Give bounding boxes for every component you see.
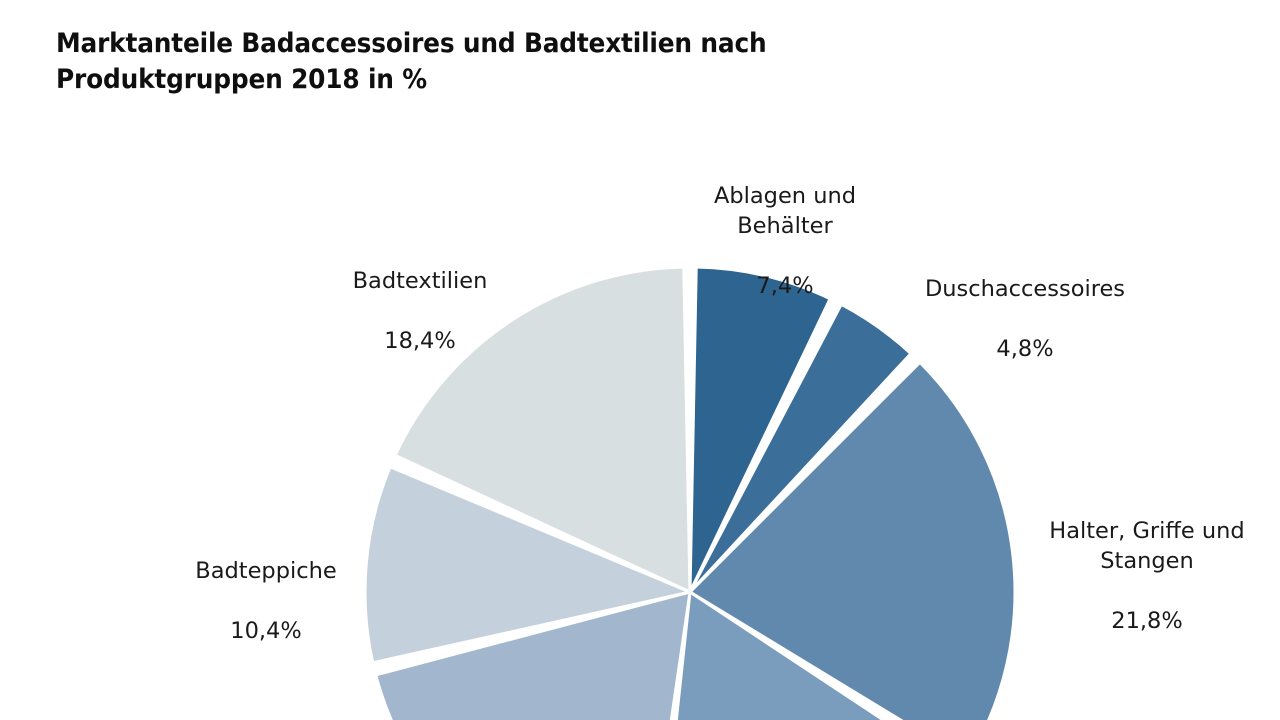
pie-slice-group [363, 265, 1017, 720]
pie-slice[interactable] [393, 265, 692, 594]
slice-label-duschaccessoires: Duschaccessoires 4,8% [880, 245, 1170, 395]
slice-label-name: Halter, Griffe und Stangen [1049, 517, 1245, 574]
slice-label-value: 21,8% [1111, 607, 1183, 634]
slice-label-name: Ablagen und Behälter [713, 182, 857, 239]
slice-label-name: Badteppiche [195, 557, 337, 584]
pie-slice[interactable] [688, 360, 1017, 720]
pie-slice[interactable] [374, 590, 692, 720]
slice-label-value: 10,4% [230, 617, 302, 644]
pie-slice[interactable] [688, 265, 832, 594]
pie-slice[interactable] [655, 590, 961, 720]
slice-label-badtextilien: Badtextilien 18,4% [306, 237, 534, 387]
slice-label-value: 18,4% [384, 327, 456, 354]
slice-label-name: Badtextilien [352, 267, 488, 294]
slice-label-name: Duschaccessoires [924, 275, 1126, 302]
slice-label-ablagen-und-behaelter: Ablagen und Behälter 7,4% [655, 152, 915, 332]
slice-label-value: 7,4% [756, 272, 814, 299]
page-title: Marktanteile Badaccessoires und Badtexti… [56, 28, 767, 96]
slice-label-halter-griffe-und-stangen: Halter, Griffe und Stangen 21,8% [1016, 487, 1278, 667]
slice-label-badteppiche: Badteppiche 10,4% [148, 527, 384, 677]
pie-slice[interactable] [688, 302, 913, 594]
pie-slice[interactable] [363, 465, 692, 665]
slice-label-value: 4,8% [996, 335, 1054, 362]
